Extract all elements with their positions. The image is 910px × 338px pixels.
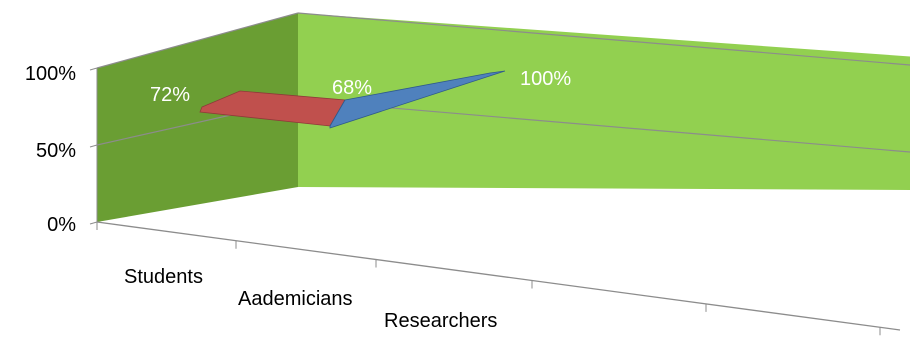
gridline-back bbox=[297, 99, 910, 153]
x-category-label: Researchers bbox=[384, 310, 497, 332]
x-category-label: Students bbox=[124, 266, 203, 288]
y-tick-label: 100% bbox=[25, 63, 76, 85]
side-wall bbox=[97, 13, 298, 222]
chart-floor bbox=[89, 67, 901, 336]
y-axis-tick-labels: 0% 50% 100% bbox=[25, 63, 76, 236]
data-labels: 72% 68% 100% bbox=[150, 68, 571, 106]
chart-walls bbox=[97, 13, 910, 222]
y-tick-mark bbox=[89, 221, 98, 225]
x-axis-line bbox=[96, 221, 901, 331]
x-category-label: Aademicians bbox=[238, 288, 353, 310]
data-label: 68% bbox=[332, 77, 372, 99]
y-tick-mark bbox=[89, 67, 98, 71]
y-tick-label: 50% bbox=[36, 140, 76, 162]
back-wall bbox=[298, 13, 910, 190]
x-axis-tick-labels: Students Aademicians Researchers bbox=[124, 266, 497, 332]
y-tick-mark bbox=[89, 144, 98, 148]
gridline-side bbox=[96, 12, 299, 69]
ribbon-segment bbox=[329, 70, 506, 129]
gridline-back bbox=[297, 12, 910, 66]
y-tick-label: 0% bbox=[47, 214, 76, 236]
data-label: 72% bbox=[150, 84, 190, 106]
data-label: 100% bbox=[520, 68, 571, 90]
data-ribbon bbox=[199, 70, 506, 129]
